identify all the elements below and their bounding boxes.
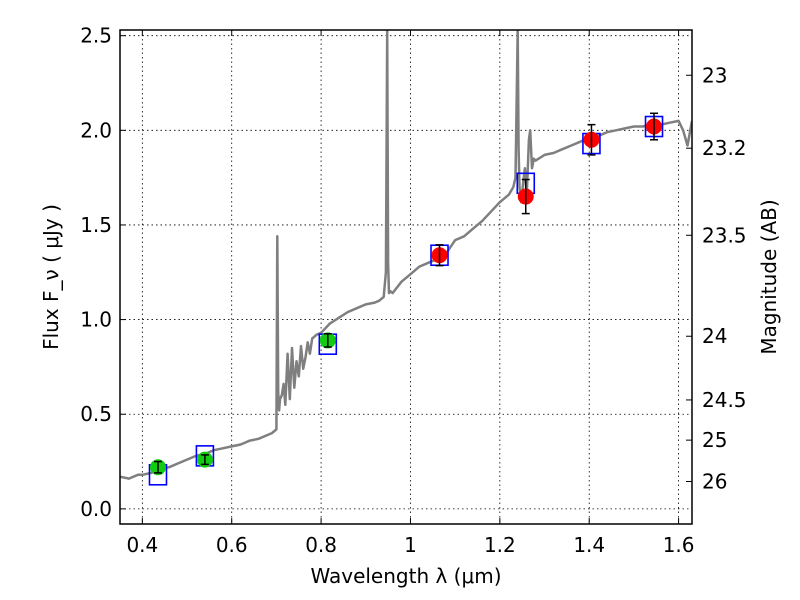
y-tick-label: 2.0 xyxy=(80,118,112,142)
y2-axis-label: Magnitude (AB) xyxy=(757,199,781,354)
x-tick-label: 0.8 xyxy=(305,533,337,557)
plot-frame xyxy=(119,29,693,525)
spectrum-line xyxy=(120,30,692,480)
y-tick-label: 1.5 xyxy=(80,213,112,237)
x-tick-label: 1 xyxy=(404,533,417,557)
ticks: 0.4 0.6 0.8 1 1.2 1.4 1.6 0.0 0.5 1.0 1.5 2.0 2.5 23 2… xyxy=(80,24,746,557)
y-tick-label: 0.5 xyxy=(80,402,112,426)
grid xyxy=(120,30,692,524)
model-photometry xyxy=(148,115,664,486)
mag-tick-label: 24.5 xyxy=(702,388,747,412)
y-tick-label: 1.0 xyxy=(80,308,112,332)
mag-tick-label: 23.5 xyxy=(702,223,747,247)
mag-tick-label: 24 xyxy=(702,324,727,348)
x-tick-label: 1.6 xyxy=(663,533,695,557)
mag-tick-label: 25 xyxy=(702,428,727,452)
y-axis-label: Flux F_ν ( μJy ) xyxy=(39,204,63,350)
y-tick-label: 0.0 xyxy=(80,497,112,521)
y-tick-label: 2.5 xyxy=(80,24,112,48)
x-axis-label: Wavelength λ (μm) xyxy=(310,564,501,588)
x-tick-label: 0.6 xyxy=(216,533,248,557)
x-tick-label: 1.4 xyxy=(573,533,605,557)
x-tick-label: 1.2 xyxy=(484,533,516,557)
template-spectrum xyxy=(120,30,692,480)
mag-tick-label: 23.2 xyxy=(702,136,747,160)
mag-tick-label: 23 xyxy=(702,63,727,87)
observed-photometry xyxy=(149,112,663,476)
mag-tick-label: 26 xyxy=(702,470,727,494)
x-tick-label: 0.4 xyxy=(126,533,158,557)
